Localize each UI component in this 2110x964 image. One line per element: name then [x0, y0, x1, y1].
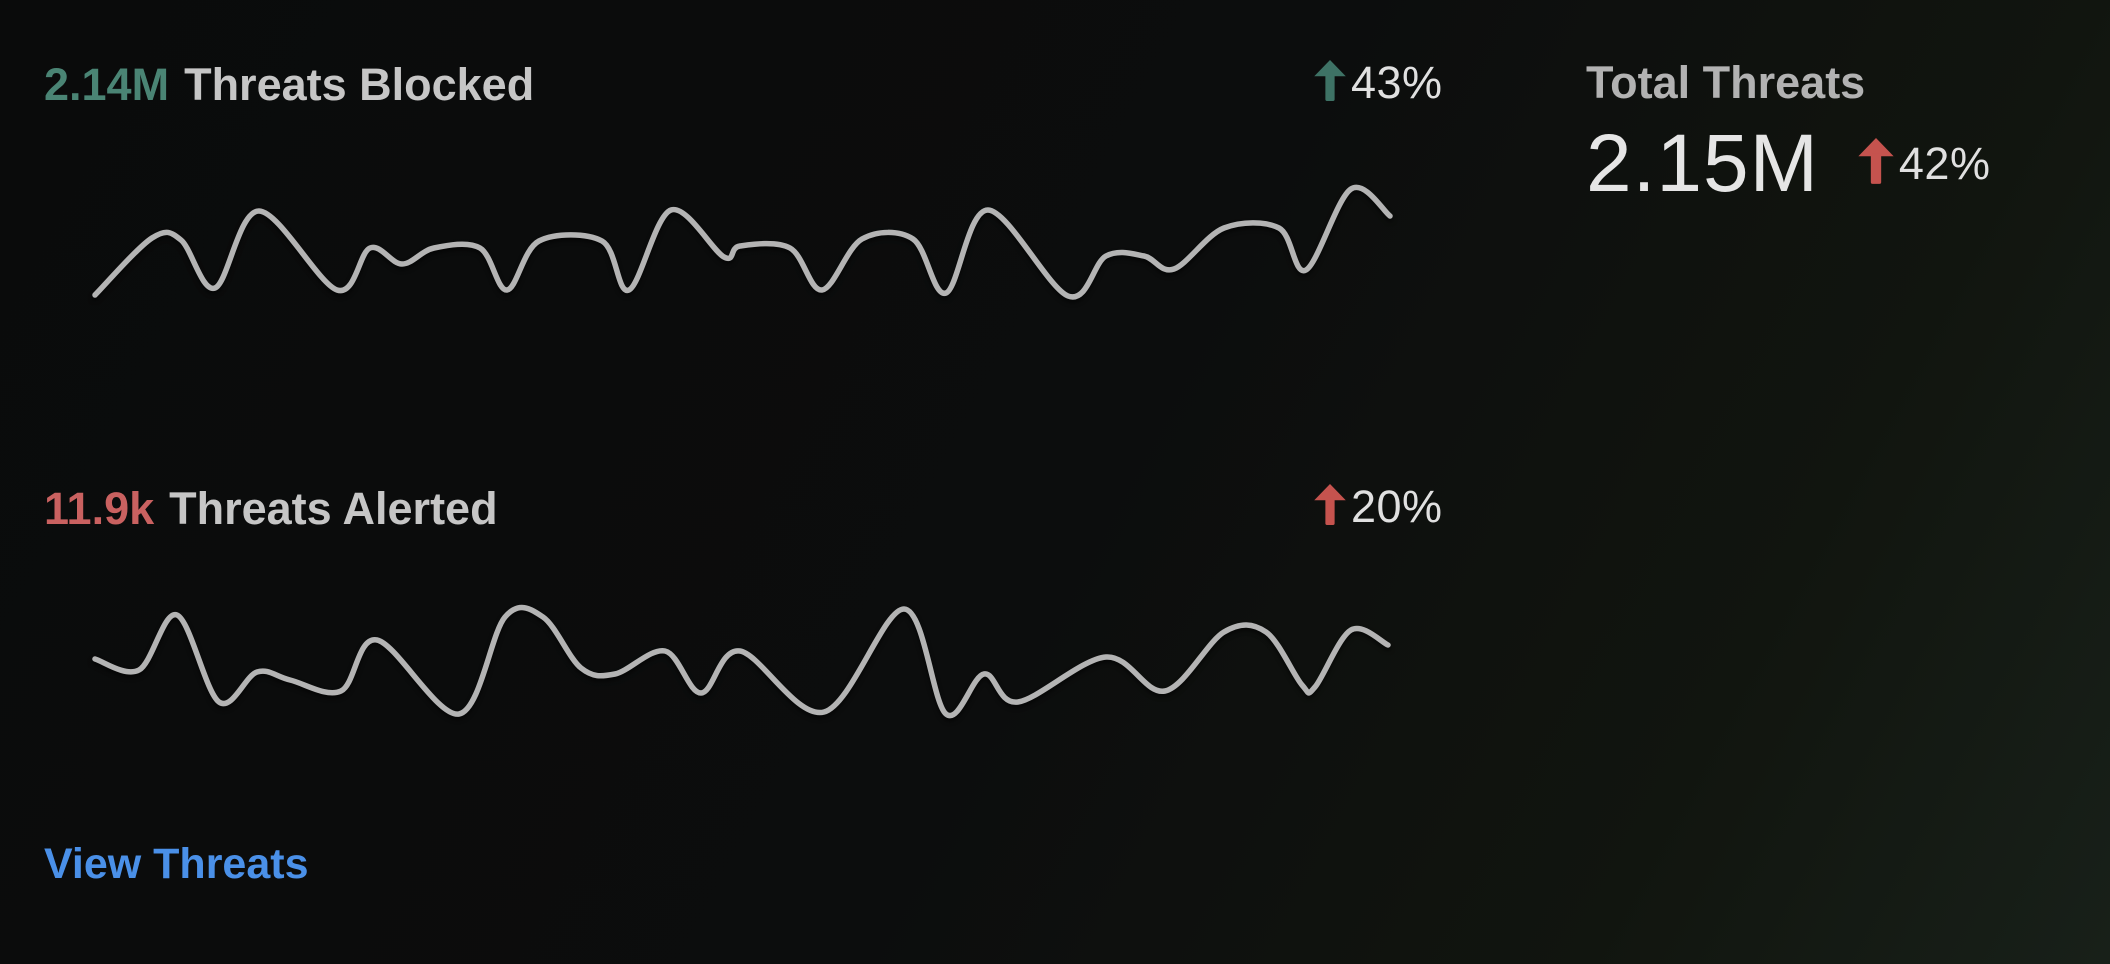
threats-blocked-header: 2.14M Threats Blocked — [44, 62, 534, 107]
threats-blocked-label: Threats Blocked — [184, 59, 535, 110]
threats-alerted-label: Threats Alerted — [169, 483, 498, 534]
threats-alerted-change: 20% — [1313, 484, 1443, 529]
threats-alerted-sparkline — [92, 604, 1391, 719]
total-threats-value: 2.15M — [1586, 118, 1819, 209]
threats-blocked-sparkline — [92, 184, 1393, 300]
total-threats-block: Total Threats 2.15M 42% — [1586, 60, 1990, 205]
threats-alerted-header: 11.9k Threats Alerted — [44, 486, 498, 531]
total-threats-change: 42% — [1857, 138, 1991, 190]
trend-up-arrow-icon — [1314, 484, 1346, 525]
trend-up-arrow-icon — [1314, 60, 1346, 101]
total-threats-label: Total Threats — [1586, 57, 1866, 108]
threats-blocked-percent: 43% — [1351, 57, 1443, 108]
threats-blocked-change: 43% — [1313, 60, 1443, 105]
threats-blocked-value: 2.14M — [44, 59, 170, 110]
total-threats-percent: 42% — [1898, 138, 1991, 189]
trend-up-arrow-icon — [1858, 138, 1894, 184]
view-threats-link[interactable]: View Threats — [44, 840, 309, 888]
threats-alerted-value: 11.9k — [44, 483, 155, 534]
threats-alerted-percent: 20% — [1351, 481, 1443, 532]
